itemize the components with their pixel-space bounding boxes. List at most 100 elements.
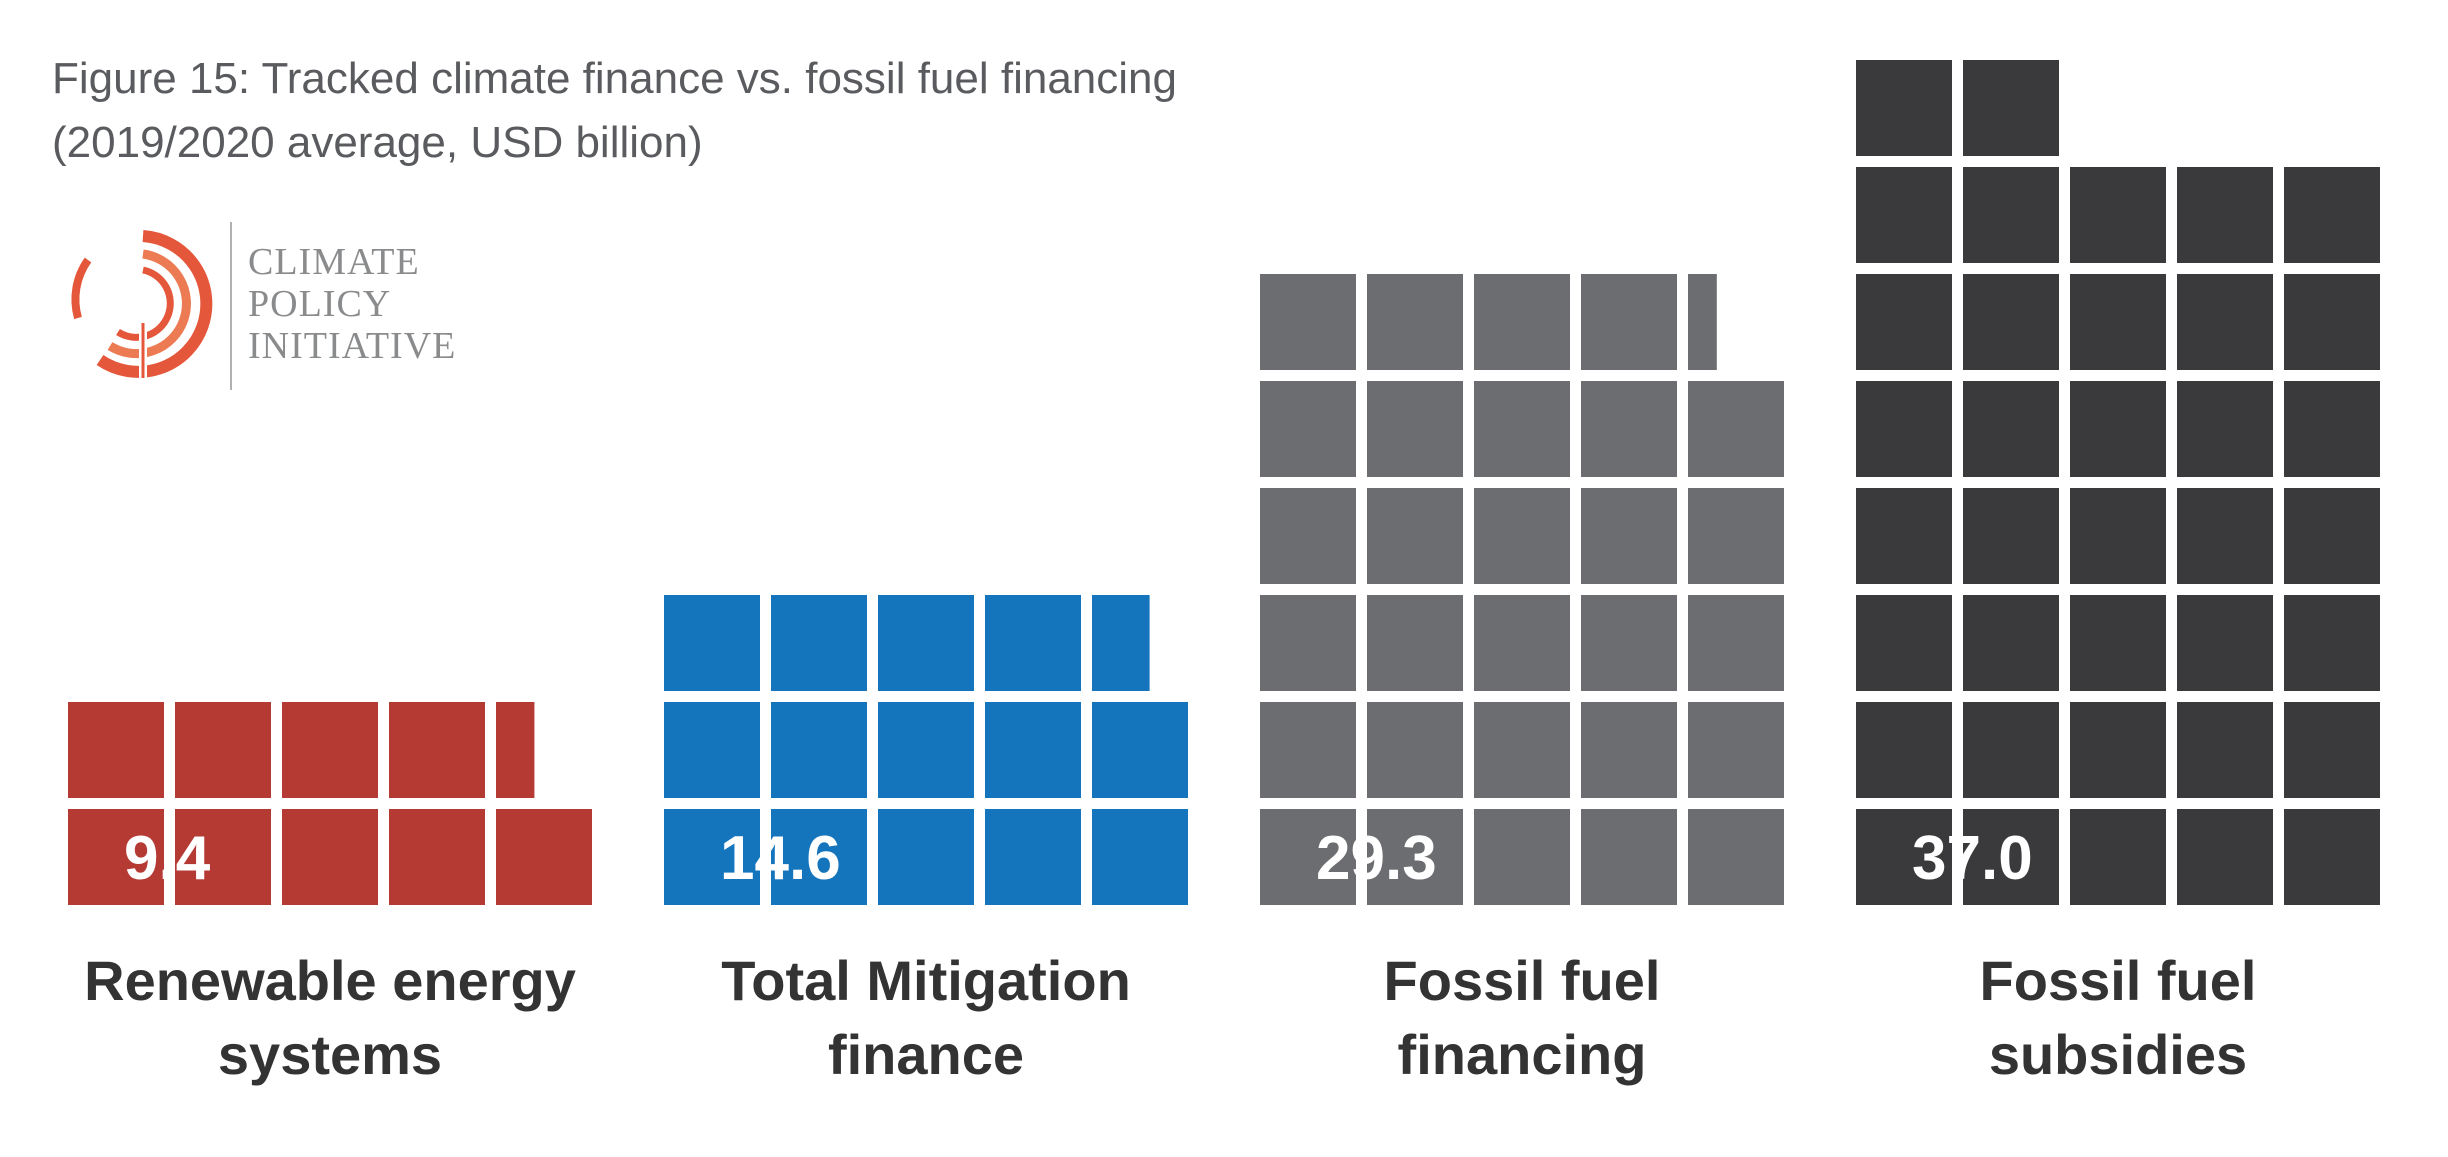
logo-text-line-1: CLIMATE — [248, 241, 420, 283]
value-block — [1856, 595, 1952, 691]
value-block — [2177, 488, 2273, 584]
logo-text-line-2: POLICY — [248, 283, 392, 325]
value-block — [2070, 274, 2166, 370]
category-label: Total Mitigation — [721, 949, 1131, 1012]
value-block — [496, 809, 592, 905]
category-label: financing — [1398, 1023, 1647, 1086]
value-block — [2284, 274, 2380, 370]
value-block — [1260, 274, 1356, 370]
value-block — [771, 595, 867, 691]
value-block — [175, 809, 271, 905]
value-block — [1963, 809, 2059, 905]
value-block — [985, 595, 1081, 691]
bar-group-4: 37.0 Fossil fuel subsidies — [1856, 60, 2380, 1086]
value-block — [1856, 809, 1952, 905]
value-block — [1092, 809, 1188, 905]
value-label: 29.3 — [1316, 824, 1437, 893]
value-block — [68, 702, 164, 798]
bar-group-1: 9.4 Renewable energy systems — [68, 702, 592, 1086]
value-block — [878, 595, 974, 691]
category-label: finance — [828, 1023, 1024, 1086]
value-block — [664, 809, 760, 905]
value-block — [2070, 809, 2166, 905]
bar-group-3: 29.3 Fossil fuel financing — [1260, 274, 1784, 1086]
category-label: Fossil fuel — [1384, 949, 1661, 1012]
value-block — [1367, 809, 1463, 905]
value-block — [2070, 488, 2166, 584]
value-block — [2070, 381, 2166, 477]
value-block — [771, 702, 867, 798]
category-label: subsidies — [1989, 1023, 2247, 1086]
value-block — [1474, 381, 1570, 477]
value-block — [1367, 488, 1463, 584]
value-block — [1367, 595, 1463, 691]
value-block — [1688, 274, 1717, 370]
value-block — [2284, 381, 2380, 477]
value-block — [2177, 595, 2273, 691]
value-block — [2177, 702, 2273, 798]
value-block — [1581, 274, 1677, 370]
bar-group-2: 14.6 Total Mitigation finance — [664, 595, 1188, 1086]
value-block — [1581, 488, 1677, 584]
value-block — [389, 809, 485, 905]
value-block — [771, 809, 867, 905]
value-block — [1688, 702, 1784, 798]
value-block — [1367, 702, 1463, 798]
value-block — [2177, 167, 2273, 263]
value-block — [282, 702, 378, 798]
value-block — [1092, 702, 1188, 798]
value-block — [1963, 167, 2059, 263]
value-label: 37.0 — [1912, 824, 2033, 893]
category-label: Fossil fuel — [1980, 949, 2257, 1012]
value-block — [1260, 595, 1356, 691]
category-label: systems — [218, 1023, 442, 1086]
value-block — [1092, 595, 1150, 691]
value-label: 14.6 — [720, 824, 841, 893]
value-block — [1260, 381, 1356, 477]
value-block — [878, 702, 974, 798]
value-block — [2177, 274, 2273, 370]
value-block — [1474, 702, 1570, 798]
value-block — [1581, 702, 1677, 798]
value-block — [1963, 381, 2059, 477]
value-block — [2070, 167, 2166, 263]
value-block — [68, 809, 164, 905]
value-label: 9.4 — [124, 824, 211, 893]
value-block — [985, 702, 1081, 798]
value-block — [1581, 809, 1677, 905]
value-block — [1260, 702, 1356, 798]
value-block — [1688, 595, 1784, 691]
value-block — [1474, 595, 1570, 691]
value-block — [1963, 488, 2059, 584]
value-block — [878, 809, 974, 905]
chart-subtitle: (2019/2020 average, USD billion) — [52, 118, 703, 167]
climate-policy-initiative-logo: CLIMATE POLICY INITIATIVE — [58, 218, 478, 398]
value-block — [1474, 809, 1570, 905]
value-block — [1963, 595, 2059, 691]
value-block — [2284, 488, 2380, 584]
logo-text-line-3: INITIATIVE — [248, 325, 457, 367]
value-block — [1856, 702, 1952, 798]
value-block — [175, 702, 271, 798]
value-block — [1963, 274, 2059, 370]
chart-title: Figure 15: Tracked climate finance vs. f… — [52, 54, 1177, 103]
value-block — [1581, 595, 1677, 691]
value-block — [1856, 167, 1952, 263]
value-block — [1963, 702, 2059, 798]
value-block — [985, 809, 1081, 905]
value-block — [1856, 60, 1952, 156]
value-block — [1260, 488, 1356, 584]
value-block — [1963, 60, 2059, 156]
value-block — [496, 702, 535, 798]
value-block — [1581, 381, 1677, 477]
value-block — [664, 702, 760, 798]
value-block — [1367, 274, 1463, 370]
value-block — [1688, 809, 1784, 905]
value-block — [2177, 809, 2273, 905]
category-label: Renewable energy — [84, 949, 576, 1012]
value-block — [2070, 595, 2166, 691]
value-block — [1856, 274, 1952, 370]
value-block — [2177, 381, 2273, 477]
value-block — [282, 809, 378, 905]
